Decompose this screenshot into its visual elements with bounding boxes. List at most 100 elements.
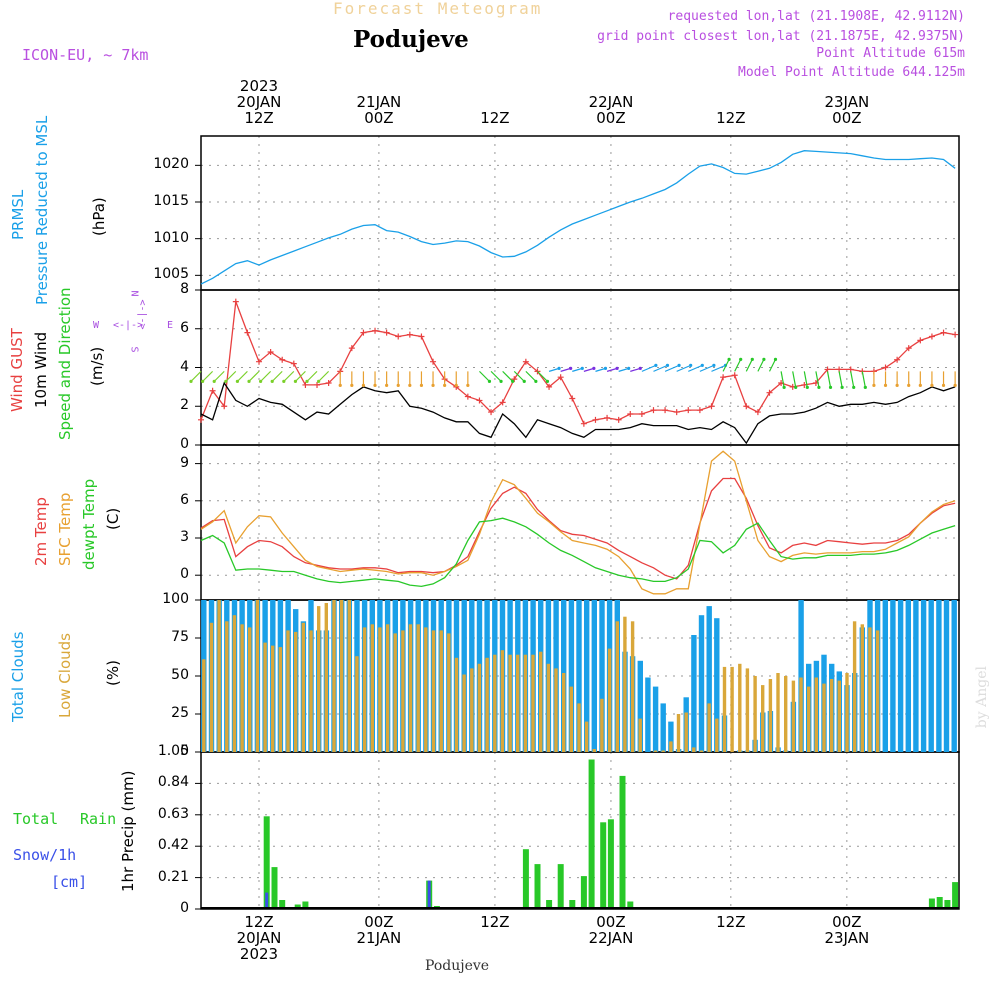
low-cloud-bar [378, 627, 382, 752]
low-cloud-bar [355, 656, 359, 752]
wind-arrow-head [431, 383, 435, 387]
y-tick-label: 8 [180, 281, 189, 297]
low-cloud-bar [569, 686, 573, 752]
wind-arrow [595, 367, 606, 372]
wind-arrow [202, 370, 214, 382]
wind-arrow [630, 367, 641, 372]
wind-arrow [283, 370, 295, 382]
rain-bar [600, 822, 607, 909]
gust-marker [905, 345, 912, 352]
low-cloud-bar [232, 615, 237, 752]
total-cloud-bar [882, 600, 888, 752]
wind-arrow [815, 371, 820, 388]
low-cloud-bar [707, 703, 711, 752]
wind-arrow-head [419, 383, 424, 387]
rain-bar [279, 900, 286, 909]
gust-marker [430, 358, 437, 365]
low-cloud-bar [255, 600, 260, 752]
total-cloud-bar [897, 600, 904, 752]
wind-arrow-head [201, 379, 205, 383]
wind-arrow [213, 370, 225, 382]
low-cloud-bar [546, 663, 551, 752]
gust-marker [650, 407, 657, 414]
gust-marker [406, 331, 413, 338]
model-label: ICON-EU, ~ 7km [22, 46, 149, 64]
low-cloud-bar [523, 654, 528, 752]
total-cloud-bar [706, 606, 712, 752]
low-cloud-bar [286, 630, 290, 752]
wind-arrow-head [466, 383, 470, 387]
gust-marker [952, 331, 959, 338]
time-tick-label: 12Z [480, 109, 510, 127]
wind-arrow [190, 370, 202, 382]
compass-east: E [167, 320, 174, 331]
gust-marker [685, 407, 692, 414]
low-cloud-bar [699, 750, 704, 752]
total-label: Total [13, 810, 59, 828]
wind-arrow-head [773, 357, 778, 361]
wind-arrow [768, 359, 777, 372]
gust-marker [638, 411, 645, 417]
wind-arrow-head [852, 385, 856, 389]
wind-arrow-head [259, 379, 263, 383]
gust-marker [383, 329, 390, 336]
wind-arrow [664, 364, 680, 372]
y-tick-label: 0 [180, 900, 189, 916]
wind-arrow [780, 371, 785, 388]
gust-marker [662, 407, 669, 414]
low-cloud-bar [875, 630, 880, 752]
wind-arrow-head [522, 379, 526, 383]
wind-arrow [572, 367, 583, 372]
low-cloud-bar [669, 741, 673, 752]
wind-arrow-head [941, 383, 946, 387]
wind-arrow-head [828, 385, 833, 389]
gust-marker [557, 374, 564, 381]
y-tick-label: 6 [180, 319, 189, 336]
time-tick-label: 12Z [244, 913, 274, 931]
time-tick-label: 12Z [244, 109, 274, 127]
wind-arrow [711, 364, 726, 372]
wind-arrow-head [282, 379, 286, 383]
low-cloud-bar [462, 674, 466, 752]
y-tick-label: 0 [180, 436, 189, 452]
wind-arrow-head [817, 385, 821, 389]
rain-bar [302, 901, 309, 909]
time-tick-label: 12Z [480, 913, 510, 931]
low-cloud-bar [722, 666, 727, 752]
gust-marker [348, 345, 355, 352]
low-cloud-bar [248, 627, 252, 752]
wind-arrow [618, 367, 629, 372]
low-cloud-bar [784, 676, 788, 752]
y-tick-label: 1015 [153, 193, 189, 209]
rain-bar [607, 819, 614, 909]
wind-arrow-head [727, 357, 731, 361]
compass-ew-arrows: <-|-> [113, 320, 144, 331]
footer-place: Podujeve [425, 958, 490, 974]
low-cloud-bar [294, 631, 298, 752]
wind-arrow-head [534, 379, 538, 383]
gust-marker [511, 376, 518, 383]
low-cloud-bar [332, 600, 336, 752]
low-cloud-bar [791, 680, 796, 752]
low-cloud-bar [562, 673, 566, 752]
wind-arrow-head [511, 379, 515, 383]
total-cloud-bar [691, 635, 697, 752]
low-cloud-bar [768, 679, 773, 752]
total-cloud-bar [913, 600, 919, 752]
low-cloud-bar [431, 630, 436, 752]
wind-arrow-head [396, 383, 400, 387]
gust-marker [894, 356, 901, 363]
wind-arrow [525, 370, 537, 382]
wind-arrow-head [872, 383, 876, 387]
total-cloud-bar [668, 721, 674, 752]
low-cloud-bar [837, 680, 841, 752]
gust-marker [708, 403, 715, 410]
wind-arrow-head [689, 363, 693, 367]
gust-marker [464, 393, 471, 400]
wind-arrow [757, 359, 765, 372]
total-cloud-bar [599, 600, 605, 752]
y-tick-label: 0 [180, 566, 189, 583]
gust-marker [522, 358, 529, 365]
rain-bar [546, 900, 553, 909]
low-cloud-bar [539, 651, 543, 752]
